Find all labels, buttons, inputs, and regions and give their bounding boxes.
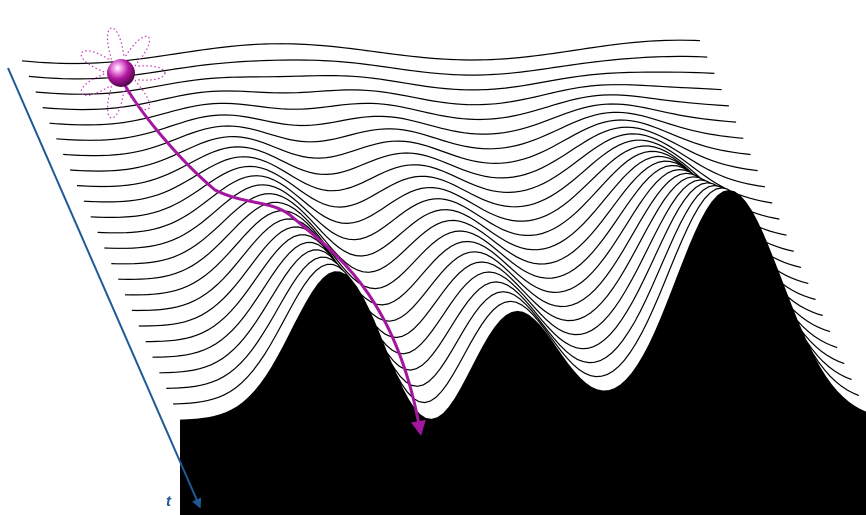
profile-line bbox=[76, 126, 758, 188]
profile-line bbox=[70, 119, 751, 172]
time-axis: t bbox=[7, 67, 202, 510]
particle-trajectory bbox=[80, 27, 426, 436]
particle-ball bbox=[107, 59, 135, 87]
profile-line bbox=[49, 94, 729, 126]
profile-line bbox=[63, 111, 744, 157]
trajectory-path bbox=[119, 77, 426, 436]
profile-line bbox=[42, 84, 722, 111]
profile-line bbox=[28, 55, 708, 80]
profile-line bbox=[111, 155, 794, 265]
time-axis-label: t bbox=[166, 493, 172, 510]
profile-line bbox=[56, 103, 737, 141]
profile-line bbox=[90, 139, 773, 218]
time-axis-line bbox=[7, 67, 202, 509]
landscape-base bbox=[180, 190, 866, 515]
profile-line bbox=[21, 39, 701, 65]
profile-line bbox=[35, 71, 715, 95]
profile-line bbox=[104, 150, 787, 249]
landscape-surface bbox=[21, 39, 866, 515]
profile-line bbox=[97, 145, 780, 234]
